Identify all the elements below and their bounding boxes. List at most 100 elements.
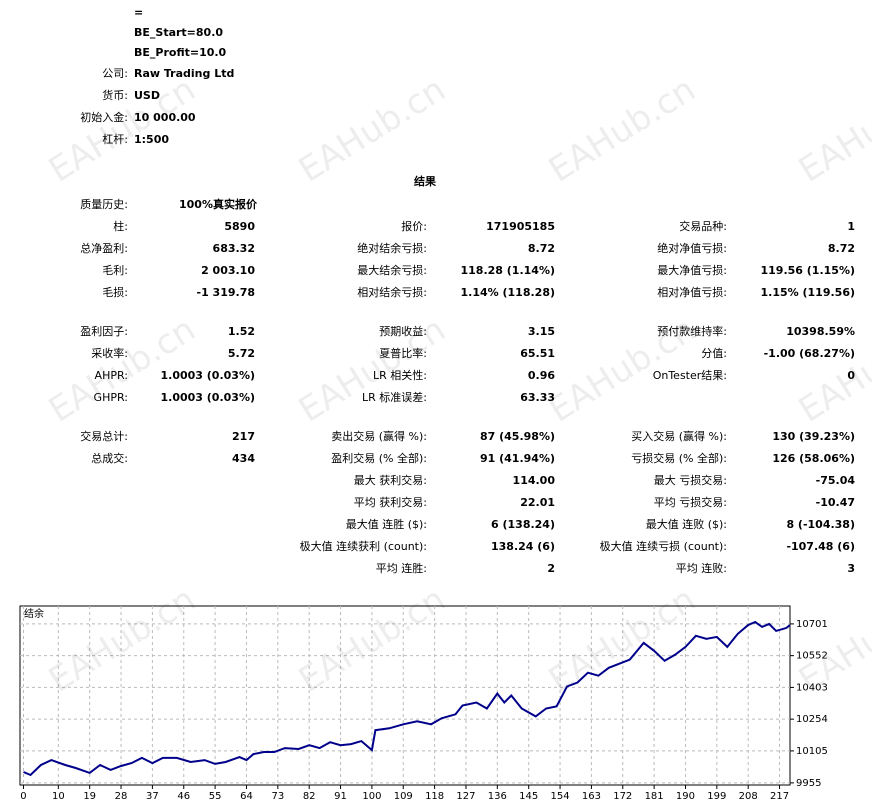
stat-label: 毛损:	[102, 286, 128, 299]
stat-label: 最大 亏损交易:	[653, 474, 727, 487]
stat-value: 434	[232, 452, 255, 465]
stat-label: 质量历史:	[80, 198, 128, 211]
stat-value: 100%真实报价	[179, 198, 257, 211]
stat-label: 分值:	[701, 347, 727, 360]
stat-label: 最大结余亏损:	[357, 264, 427, 277]
stat-value: 8 (-104.38)	[786, 518, 855, 531]
stat-value: 126 (58.06%)	[772, 452, 855, 465]
x-tick-label: 19	[83, 791, 96, 802]
y-tick-label: 9955	[796, 778, 821, 789]
x-tick-label: 136	[488, 791, 507, 802]
stat-value: 22.01	[520, 496, 555, 509]
stat-value: 63.33	[520, 391, 555, 404]
watermark: EAHub.cn	[541, 69, 703, 191]
stat-label: 最大 获利交易:	[353, 474, 427, 487]
stat-value: -10.47	[815, 496, 855, 509]
stat-value: 217	[232, 430, 255, 443]
header-value: =	[134, 6, 144, 19]
x-tick-label: 10	[52, 791, 65, 802]
y-tick-label: 10552	[796, 651, 828, 662]
stat-label: 交易品种:	[679, 220, 727, 233]
x-tick-label: 181	[645, 791, 664, 802]
stat-value: -107.48 (6)	[786, 540, 855, 553]
stat-label: LR 相关性:	[373, 369, 427, 382]
stat-value: -1 319.78	[196, 286, 256, 299]
x-tick-label: 28	[115, 791, 128, 802]
plot-area	[19, 605, 791, 786]
balance-line	[23, 620, 791, 777]
header-label: 初始入金:	[80, 111, 128, 124]
x-tick-label: 64	[240, 791, 253, 802]
x-tick-label: 145	[519, 791, 538, 802]
stat-label: 极大值 连续亏损 (count):	[599, 540, 727, 553]
stat-value: 1.52	[227, 325, 255, 338]
stat-value: -75.04	[815, 474, 855, 487]
stat-label: 预期收益:	[379, 325, 427, 338]
x-tick-label: 118	[425, 791, 444, 802]
y-tick-label: 10701	[796, 619, 828, 630]
stat-label: 极大值 连续获利 (count):	[299, 540, 427, 553]
stat-label: 最大值 连胜 ($):	[345, 518, 427, 531]
balance-chart: 9955 10105 10254 10403 10552 10701 0 10 19 28 37 46…	[19, 605, 828, 802]
stat-value: 6 (138.24)	[491, 518, 555, 531]
stat-value: 114.00	[512, 474, 555, 487]
stat-value: 683.32	[212, 242, 255, 255]
stat-value: 171905185	[486, 220, 555, 233]
header-label: 公司:	[102, 67, 128, 80]
stat-value: 1.0003 (0.03%)	[160, 369, 256, 382]
header-value: 10 000.00	[134, 111, 196, 124]
stat-value: 119.56 (1.15%)	[760, 264, 856, 277]
stat-value: 1.15% (119.56)	[760, 286, 856, 299]
chart-title: 结余	[24, 607, 44, 620]
stat-label: OnTester结果:	[652, 369, 727, 382]
stat-label: AHPR:	[94, 369, 128, 382]
stat-value: 2	[547, 562, 555, 575]
watermark: EAHub.cn	[791, 69, 872, 191]
stat-value: 5890	[224, 220, 255, 233]
stat-label: 交易总计:	[80, 430, 128, 443]
header-value: 1:500	[134, 133, 170, 146]
stat-label: 报价:	[401, 220, 427, 233]
stat-label: 盈利交易 (% 全部):	[331, 452, 427, 465]
header-label: 杠杆:	[102, 133, 128, 146]
x-tick-label: 217	[770, 791, 789, 802]
stat-value: 87 (45.98%)	[479, 430, 555, 443]
y-tick-label: 10105	[796, 746, 828, 757]
x-tick-label: 190	[676, 791, 695, 802]
header-value: USD	[134, 89, 160, 102]
stat-label: 总净盈利:	[80, 242, 128, 255]
stat-value: 3.15	[527, 325, 555, 338]
header-label: 货币:	[102, 89, 128, 102]
stat-label: 毛利:	[102, 264, 128, 277]
stat-label: 相对净值亏损:	[657, 286, 727, 299]
x-tick-label: 0	[20, 791, 26, 802]
stat-value: 118.28 (1.14%)	[460, 264, 556, 277]
stat-label: 总成交:	[91, 452, 128, 465]
x-tick-label: 163	[582, 791, 601, 802]
stat-label: 平均 连胜:	[375, 562, 427, 575]
header-value: BE_Profit=10.0	[134, 46, 227, 59]
stat-value: 8.72	[527, 242, 555, 255]
stat-value: 1	[847, 220, 855, 233]
watermark: EAHub.cn	[291, 69, 453, 191]
stat-value: 3	[847, 562, 855, 575]
stat-label: 盈利因子:	[80, 325, 128, 338]
stat-label: 买入交易 (赢得 %):	[631, 430, 727, 443]
stat-label: 亏损交易 (% 全部):	[631, 452, 727, 465]
header-value: BE_Start=80.0	[134, 26, 224, 39]
stat-value: 0.96	[527, 369, 555, 382]
x-tick-label: 100	[362, 791, 381, 802]
x-tick-label: 46	[177, 791, 190, 802]
stat-value: 65.51	[520, 347, 555, 360]
stat-value: 8.72	[827, 242, 855, 255]
stat-label: 最大净值亏损:	[657, 264, 727, 277]
stat-label: 采收率:	[91, 347, 128, 360]
stat-label: 预付款维持率:	[657, 325, 727, 338]
stat-value: 130 (39.23%)	[772, 430, 855, 443]
y-tick-label: 10403	[796, 682, 828, 693]
x-tick-label: 109	[394, 791, 413, 802]
watermark: EAHub.cn	[41, 69, 203, 191]
stat-label: 平均 获利交易:	[353, 496, 427, 509]
stat-label: 相对结余亏损:	[357, 286, 427, 299]
